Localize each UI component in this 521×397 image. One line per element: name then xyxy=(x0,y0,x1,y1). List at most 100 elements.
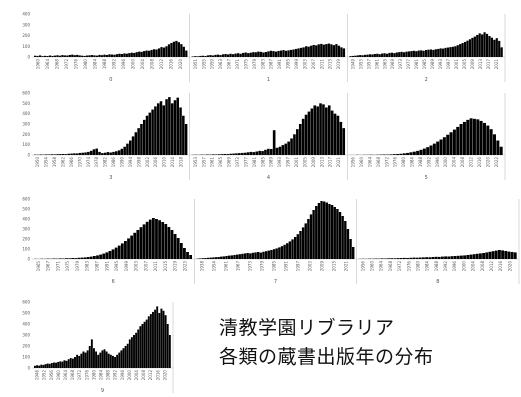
x-tick-label: 2000 xyxy=(131,59,136,70)
bar xyxy=(252,52,255,57)
bar xyxy=(395,52,398,57)
bar xyxy=(322,44,325,57)
bar xyxy=(428,257,432,259)
bar xyxy=(71,54,74,57)
bar xyxy=(182,115,185,155)
bar xyxy=(492,134,496,155)
bar xyxy=(424,50,428,57)
bar xyxy=(170,43,173,57)
bar xyxy=(434,49,437,57)
x-tick-label: 2010 xyxy=(162,157,167,168)
bar xyxy=(214,257,218,259)
x-tick-label: 1956 xyxy=(351,157,356,168)
bar xyxy=(297,48,300,57)
x-tick-label: 1979 xyxy=(259,261,264,272)
x-tick-label: 2001 xyxy=(454,59,459,70)
x-tick-label: 2008 xyxy=(141,370,146,381)
bar xyxy=(469,118,473,155)
x-tick-label: 1984 xyxy=(99,370,104,381)
bar xyxy=(330,205,334,259)
x-tick-label: 1962 xyxy=(60,157,65,168)
bar xyxy=(235,254,239,259)
bar xyxy=(293,134,296,155)
bar xyxy=(349,56,352,57)
bar xyxy=(301,227,305,259)
bar xyxy=(472,254,476,259)
x-tick-label: 1960 xyxy=(36,59,41,70)
bar xyxy=(381,53,384,57)
bar xyxy=(196,56,199,57)
x-tick-label: 1978 xyxy=(94,157,99,168)
x-tick-label: 1976 xyxy=(84,370,89,381)
bar xyxy=(333,207,336,259)
bar xyxy=(244,52,247,57)
bar xyxy=(137,128,140,155)
bar xyxy=(229,153,232,155)
bar xyxy=(446,134,450,155)
bar xyxy=(142,119,146,155)
bar xyxy=(483,32,486,57)
bar xyxy=(170,103,174,155)
bar xyxy=(61,258,65,259)
bar xyxy=(116,354,119,368)
bar xyxy=(46,363,49,368)
x-tick-label: 1992 xyxy=(113,370,118,381)
bar xyxy=(220,154,224,155)
bar xyxy=(42,364,45,368)
x-tick-label: 2007 xyxy=(311,59,316,70)
bar xyxy=(510,252,514,259)
bar xyxy=(476,119,480,155)
bar xyxy=(211,55,215,57)
bar xyxy=(56,154,59,155)
bar xyxy=(71,258,75,259)
bar xyxy=(262,251,265,259)
bar xyxy=(82,351,85,368)
x-tick-label: 1964 xyxy=(367,157,372,168)
bar xyxy=(272,51,275,57)
bar xyxy=(59,361,62,368)
bar xyxy=(177,42,180,57)
bar xyxy=(58,55,62,57)
bar xyxy=(466,40,469,57)
bar xyxy=(493,39,496,57)
x-tick-label: 2000 xyxy=(127,370,132,381)
x-tick-label: 1987 xyxy=(269,59,274,70)
bar xyxy=(141,324,144,368)
bar xyxy=(325,202,329,259)
bar xyxy=(95,148,98,155)
x-tick-label: 2004 xyxy=(134,370,139,381)
x-tick-label: 1961 xyxy=(374,59,379,70)
bar xyxy=(412,257,416,259)
bar xyxy=(156,306,159,368)
bar xyxy=(409,152,413,155)
bar xyxy=(74,357,76,368)
bar xyxy=(488,251,492,259)
bar xyxy=(34,365,36,368)
bar xyxy=(142,224,146,259)
bar xyxy=(84,152,87,155)
y-tick-label: 100 xyxy=(22,355,30,360)
bar xyxy=(143,51,146,57)
bar xyxy=(312,44,315,57)
bar xyxy=(175,40,178,58)
bar xyxy=(76,54,79,57)
bar xyxy=(346,229,350,259)
bar xyxy=(125,53,128,57)
x-tick-label: 2003 xyxy=(308,261,313,272)
x-tick-label: 2011 xyxy=(319,59,324,70)
panel-label: 5 xyxy=(425,175,428,181)
bar xyxy=(393,258,397,259)
bar xyxy=(257,252,260,259)
bar xyxy=(412,50,415,57)
bar xyxy=(99,352,102,368)
x-tick-label: 1966 xyxy=(69,157,74,168)
bar xyxy=(166,324,169,368)
bar xyxy=(160,47,163,57)
bar xyxy=(68,258,71,259)
bar xyxy=(136,230,140,259)
y-tick-label: 600 xyxy=(22,197,30,202)
bar xyxy=(53,154,57,155)
bar xyxy=(114,357,116,368)
bar xyxy=(356,55,359,57)
bar xyxy=(78,152,82,155)
